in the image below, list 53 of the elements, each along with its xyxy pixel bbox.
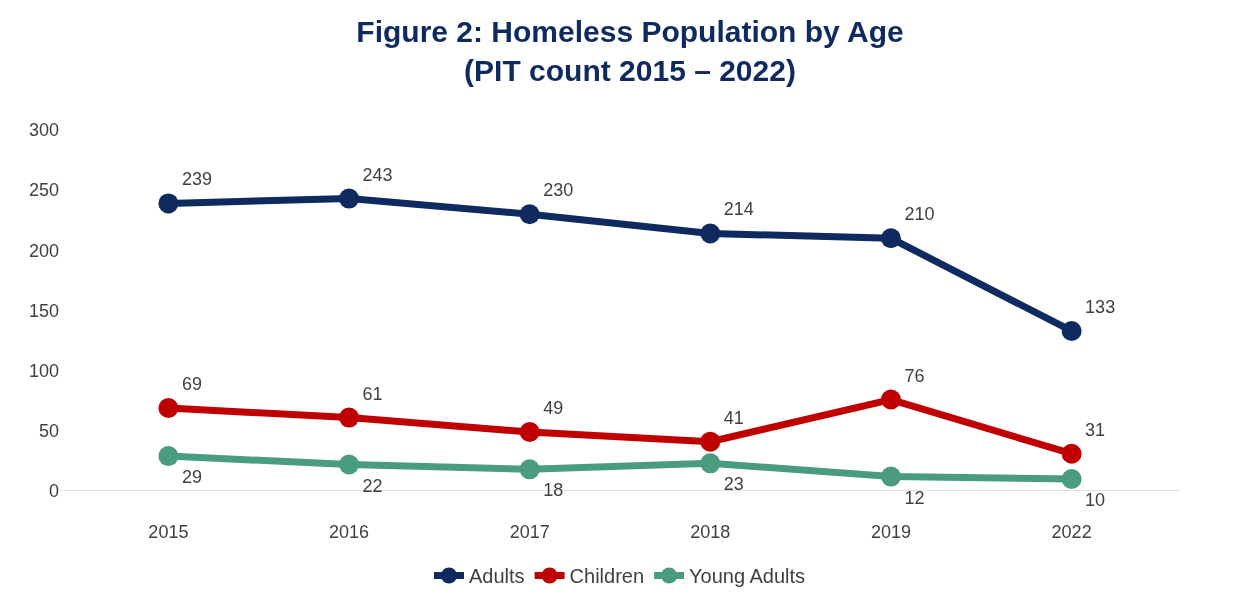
point xyxy=(339,407,360,428)
point xyxy=(880,466,901,487)
data-label: 76 xyxy=(904,365,925,386)
data-label: 243 xyxy=(362,164,393,185)
point xyxy=(1061,468,1082,489)
y-tick-label: 0 xyxy=(48,481,59,502)
data-label: 12 xyxy=(904,487,925,508)
point xyxy=(158,397,179,418)
data-label: 31 xyxy=(1085,419,1106,440)
data-label: 69 xyxy=(181,373,202,394)
point xyxy=(700,431,721,452)
y-tick-label: 50 xyxy=(38,421,59,442)
point xyxy=(339,454,360,475)
point xyxy=(880,389,901,410)
data-label: 61 xyxy=(362,383,383,404)
point xyxy=(880,228,901,249)
point xyxy=(1061,443,1082,464)
point xyxy=(339,188,360,209)
data-label: 214 xyxy=(723,199,754,220)
data-label: 230 xyxy=(543,180,574,201)
data-label: 49 xyxy=(543,398,564,419)
data-label: 133 xyxy=(1085,296,1116,317)
x-tick-label: 2019 xyxy=(870,522,911,542)
chart-title: Figure 2: Homeless Population by Age (PIT count 2015 – 2022) xyxy=(356,15,904,88)
y-tick-label: 300 xyxy=(28,120,59,141)
data-label: 41 xyxy=(723,407,744,428)
y-tick-label: 250 xyxy=(28,180,59,201)
x-tick-label: 2022 xyxy=(1051,522,1092,542)
data-label: 239 xyxy=(181,169,212,190)
data-label: 29 xyxy=(181,467,202,488)
data-label: 18 xyxy=(543,480,564,501)
point xyxy=(1061,320,1082,341)
data-label: 210 xyxy=(904,204,935,225)
point xyxy=(158,446,179,467)
point xyxy=(519,204,540,225)
point xyxy=(519,459,540,480)
x-tick-label: 2015 xyxy=(148,522,189,542)
y-tick-label: 100 xyxy=(28,360,59,381)
x-tick-label: 2017 xyxy=(509,522,550,542)
y-tick-label: 150 xyxy=(28,300,59,321)
point xyxy=(519,422,540,443)
data-label: 10 xyxy=(1085,489,1106,510)
x-tick-label: 2016 xyxy=(329,522,370,542)
point xyxy=(700,453,721,474)
y-tick-label: 200 xyxy=(28,240,59,261)
data-label: 23 xyxy=(723,474,744,495)
data-label: 22 xyxy=(362,475,383,496)
x-tick-label: 2018 xyxy=(690,522,731,542)
point xyxy=(158,193,179,214)
point xyxy=(700,223,721,244)
legend-label: Adults xyxy=(469,565,525,588)
legend-label: Young Adults xyxy=(689,565,806,588)
legend-label: Children xyxy=(569,565,645,588)
